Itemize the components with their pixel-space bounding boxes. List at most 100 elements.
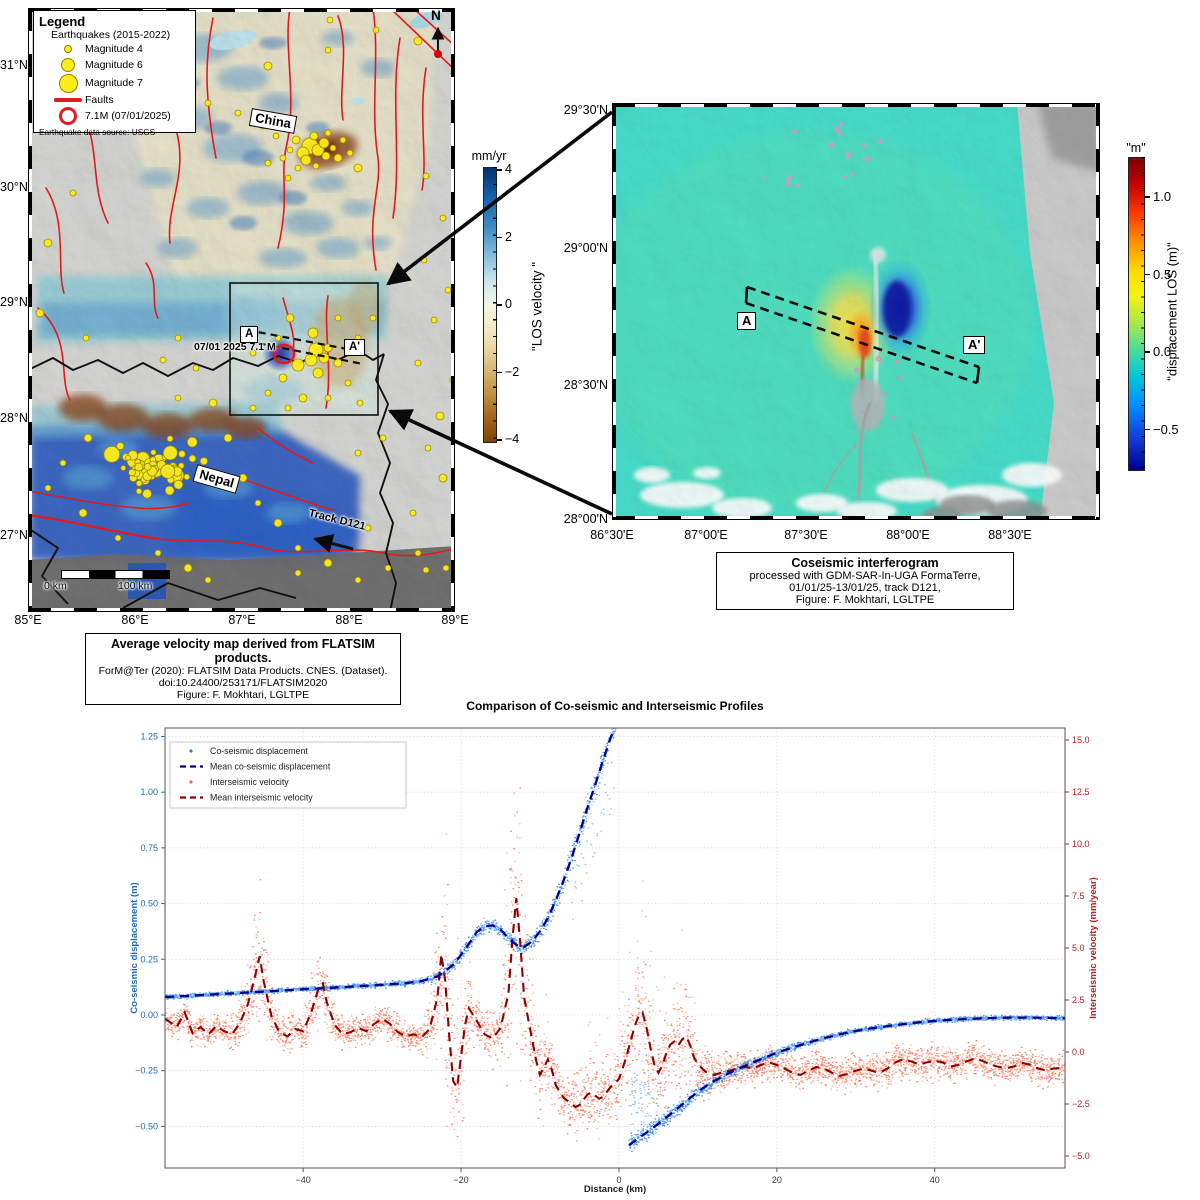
left-caption-credit: Figure: F. Mokhtari, LGLTPE [176, 689, 310, 701]
colorbar-tick [497, 439, 502, 441]
chart-ytick-right: 12.5 [1072, 787, 1090, 797]
legend-mag7: Magnitude 7 [85, 77, 143, 89]
left-map-xtick: 85°E [14, 613, 42, 627]
chart-xtick: 40 [930, 1175, 940, 1185]
chart-ytick-right: 10.0 [1072, 839, 1090, 849]
chart-ytick-left: −0.50 [135, 1121, 158, 1131]
colorbar-tick-label: 0.5 [1153, 266, 1172, 282]
chart-xtick: −20 [453, 1175, 468, 1185]
right-map-xtick: 88°00'E [886, 528, 930, 542]
right-map-ytick: 29°00'N [563, 241, 608, 255]
mainshock-icon [51, 107, 85, 125]
left-caption-ref: ForM@Ter (2020): FLATSIM Data Products. … [98, 665, 388, 677]
left-map-ytick: 30°N [0, 180, 28, 194]
profile-a-label: A [240, 326, 259, 343]
right-map-xtick: 87°00'E [684, 528, 728, 542]
chart-ytick-right: 0.0 [1072, 1047, 1085, 1057]
left-map-xtick: 88°E [335, 613, 363, 627]
chart-legend-label: Mean co-seismic displacement [210, 762, 331, 772]
colorbar-tick [497, 371, 502, 374]
chart-ytick-left: 0.00 [140, 1010, 158, 1020]
chart-title: Comparison of Co-seismic and Interseismi… [466, 699, 764, 713]
chart-legend: Co-seismic displacement Mean co-seismic d… [169, 741, 407, 809]
north-label: N [431, 8, 441, 23]
displacement-colorbar-label: "displacement LOS (m)" [1164, 242, 1180, 381]
colorbar-tick [1145, 428, 1150, 431]
magnitude4-icon [51, 44, 85, 53]
colorbar-tick-label: 0.0 [1153, 344, 1172, 359]
colorbar-tick-label: 0 [505, 297, 512, 311]
chart-ytick-right: 7.5 [1072, 891, 1085, 901]
left-map-xtick: 86°E [121, 613, 149, 627]
profile-comparison-chart: 1.251.000.750.500.250.00−0.25−0.5015.012… [129, 699, 1099, 1195]
event-annotation: 07/01 2025 7.1 M [194, 341, 276, 353]
displacement-colorbar-title: "m" [1126, 141, 1146, 155]
left-map-ytick: 31°N [0, 58, 28, 72]
right-map-ytick: 29°30'N [563, 103, 608, 117]
los-colorbar-title: mm/yr [471, 149, 507, 163]
legend-mag6: Magnitude 6 [85, 58, 143, 71]
chart-ytick-right: 15.0 [1072, 735, 1090, 745]
colorbar-tick-label: 4 [505, 162, 512, 176]
left-map-xtick: 87°E [228, 613, 256, 627]
right-caption-title: Coseismic interferogram [791, 556, 939, 570]
colorbar-tick [1145, 351, 1150, 353]
map-legend: Legend Earthquakes (2015-2022) Magnitude… [33, 10, 196, 137]
right-caption-proc: processed with GDM-SAR-In-UGA FormaTerre… [749, 570, 981, 582]
left-map-ytick: 29°N [0, 295, 28, 309]
colorbar-tick [1145, 196, 1150, 198]
left-map-caption: Average velocity map derived from FLATSI… [85, 633, 401, 705]
colorbar-tick-label: 2 [505, 229, 512, 244]
left-map-ytick: 27°N [0, 528, 28, 542]
velocity-map [28, 8, 455, 612]
chart-ytick-right: 5.0 [1072, 943, 1085, 953]
right-map-ytick: 28°00'N [563, 512, 608, 526]
scale-100-label: 100 km [118, 580, 153, 592]
magnitude6-icon [51, 57, 85, 72]
colorbar-tick [497, 304, 502, 306]
chart-xtick: 0 [616, 1175, 621, 1185]
chart-ylabel-left: Co-seismic displacement (m) [129, 882, 140, 1013]
scale-zero-label: 0 km [44, 580, 67, 592]
chart-ytick-right: −5.0 [1072, 1151, 1090, 1161]
left-map-xtick: 89°E [441, 613, 469, 627]
chart-ytick-right: −2.5 [1072, 1099, 1090, 1109]
colorbar-tick-label: 1.0 [1153, 189, 1172, 204]
colorbar-tick [1145, 273, 1150, 276]
right-map-ytick: 28°30'N [563, 378, 608, 392]
right-caption-dates: 01/01/25-13/01/25, track D121, [789, 582, 941, 594]
chart-ytick-left: 0.75 [140, 843, 158, 853]
legend-mainshock: 7.1M (07/01/2025) [85, 110, 171, 122]
chart-ytick-left: 1.25 [140, 731, 158, 741]
chart-legend-label: Co-seismic displacement [210, 746, 308, 756]
interf-a-label: A [737, 312, 757, 331]
interferogram-map [612, 103, 1100, 520]
chart-xlabel: Distance (km) [584, 1184, 646, 1195]
colorbar-tick-label: −4 [505, 432, 520, 446]
chart-legend-label: Interseismic velocity [210, 777, 289, 787]
colorbar-tick [497, 236, 502, 239]
chart-ytick-left: −0.25 [135, 1066, 158, 1076]
colorbar-tick-label: −2 [505, 364, 520, 379]
legend-title: Legend [39, 14, 86, 29]
right-map-caption: Coseismic interferogram processed with G… [716, 552, 1014, 610]
chart-legend-label: Mean interseismic velocity [210, 793, 313, 803]
magnitude7-icon [51, 73, 85, 93]
scale-bar [61, 570, 170, 579]
colorbar-minor-ticks [493, 167, 497, 443]
chart-ytick-left: 0.25 [140, 954, 158, 964]
right-map-xtick: 87°30'E [784, 528, 828, 542]
left-caption-doi: doi:10.24400/253171/FLATSIM2020 [158, 677, 328, 689]
legend-source: Earthquake data source: USGS [39, 127, 156, 137]
chart-ylabel-right: Interseismic velocity (mm/year) [1088, 877, 1099, 1019]
chart-xtick: −40 [296, 1175, 311, 1185]
chart-xtick: 20 [772, 1175, 782, 1185]
right-map-xtick: 88°30'E [988, 528, 1032, 542]
chart-ytick-left: 1.00 [140, 787, 158, 797]
fault-icon [51, 98, 85, 102]
left-map-ytick: 28°N [0, 411, 28, 425]
colorbar-tick-label: −0.5 [1153, 421, 1179, 437]
legend-mag4: Magnitude 4 [85, 42, 143, 55]
legend-faults: Faults [85, 94, 114, 106]
